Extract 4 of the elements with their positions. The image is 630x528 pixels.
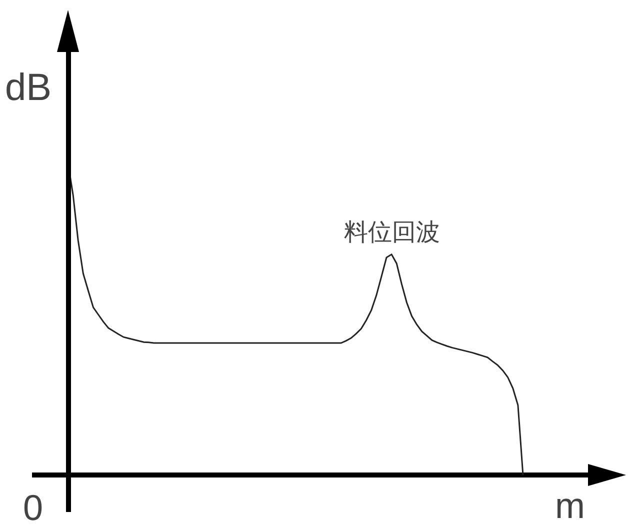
annotation: 料位回波: [344, 218, 440, 246]
text: 0: [23, 487, 44, 528]
x-axis-title: m: [555, 485, 585, 526]
y-axis-title: dB: [5, 67, 52, 109]
